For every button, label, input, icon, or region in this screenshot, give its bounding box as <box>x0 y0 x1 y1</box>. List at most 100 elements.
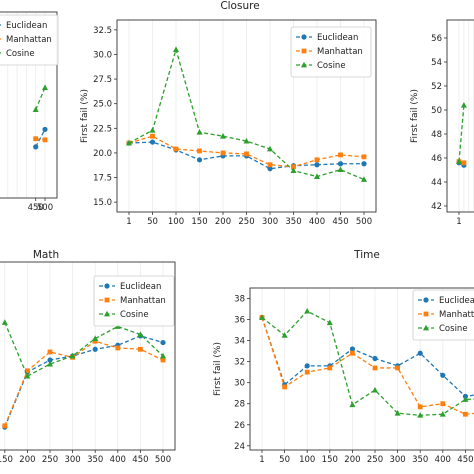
cosine-point <box>417 412 424 418</box>
y-tick-label: 38 <box>234 295 245 305</box>
legend-label: Manhattan <box>439 310 474 320</box>
manhattan-point <box>150 133 155 139</box>
panel-title: Time <box>353 249 380 261</box>
cosine-point <box>267 145 273 152</box>
y-tick-label: 17.5 <box>93 174 112 184</box>
manhattan-point <box>160 357 166 363</box>
x-tick-label: 400 <box>309 217 325 227</box>
cosine-point <box>281 332 288 338</box>
plot-frame <box>446 19 474 213</box>
y-tick-label: 22.5 <box>93 124 112 134</box>
cosine-point <box>337 166 344 173</box>
manhattan-point <box>395 365 400 371</box>
cosine-point <box>372 386 378 393</box>
y-tick-label: 25.0 <box>93 100 112 110</box>
y-tick-label: 30 <box>234 379 245 389</box>
cosine-point <box>439 411 446 417</box>
euclidean-point <box>304 363 310 369</box>
euclidean-line <box>128 141 364 170</box>
cosine-point <box>349 401 356 408</box>
y-tick-label: 56 <box>431 34 442 44</box>
y-tick-label: 26 <box>234 421 245 431</box>
legend-label: Cosine <box>120 310 149 320</box>
legend-box <box>0 14 59 66</box>
legend: Euclidean Manhattan Cosine <box>93 275 175 327</box>
cosine-point <box>1 319 8 325</box>
closure-panel: 1 50 100 150 200 250 300 350 400 450 50015.017.520… <box>80 0 377 227</box>
x-tick-label: 1 <box>126 217 131 227</box>
legend-label: Euclidean <box>317 33 358 43</box>
cosine-point <box>92 335 99 341</box>
x-tick-label: 450 <box>457 455 473 465</box>
cosine-point <box>456 158 462 164</box>
euclidean-point <box>196 157 203 163</box>
cosine-point <box>42 84 48 90</box>
legend-label: Manhattan <box>317 47 363 57</box>
cosine-point <box>126 139 132 146</box>
x-tick-label: 250 <box>367 455 383 465</box>
y-tick-label: 34 <box>234 337 245 347</box>
manhattan-point <box>282 384 287 390</box>
x-tick-label: 150 <box>0 455 13 465</box>
euclidean-point <box>92 346 98 352</box>
x-tick-label: 500 <box>37 203 53 213</box>
manhattan-point <box>244 151 249 157</box>
manhattan-line <box>128 135 365 168</box>
cosine-point <box>69 352 76 359</box>
cosine-line <box>35 87 46 110</box>
manhattan-line <box>4 340 164 427</box>
euclidean-point <box>149 139 156 145</box>
euclidean-point <box>160 339 166 346</box>
manhattan-point <box>350 350 355 356</box>
x-tick-label: 200 <box>215 217 231 227</box>
y-tick-label: 52 <box>431 82 442 92</box>
x-tick-label: 450 <box>28 203 44 213</box>
euclidean-point <box>361 161 367 167</box>
cosine-point <box>137 331 144 337</box>
x-tick-label: 150 <box>322 455 338 465</box>
cosine-point <box>47 360 53 367</box>
y-tick-label: 27.5 <box>93 75 112 85</box>
cosine-point <box>24 372 31 379</box>
cosine-point <box>243 137 250 144</box>
manhattan-point <box>440 401 446 407</box>
euclidean-point <box>33 144 39 150</box>
y-tick-label: 44 <box>431 178 442 188</box>
manhattan-point <box>417 404 423 410</box>
plot-frame <box>0 11 58 199</box>
legend-label: Manhattan <box>6 35 52 45</box>
manhattan-point <box>42 137 48 143</box>
manhattan-point <box>338 152 343 158</box>
cosine-point <box>290 167 297 174</box>
x-tick-label: 50 <box>147 217 158 227</box>
x-tick-label: 300 <box>389 455 405 465</box>
legend-label: Cosine <box>6 49 35 59</box>
cosine-point <box>423 324 429 331</box>
cosine-point <box>160 352 166 359</box>
x-tick-label: 250 <box>238 217 254 227</box>
euclidean-point <box>372 355 378 362</box>
manhattan-point <box>47 349 53 355</box>
x-tick-label: 450 <box>332 217 348 227</box>
cosine-line <box>128 47 365 181</box>
cosine-line <box>458 105 465 162</box>
euclidean-point <box>42 126 48 133</box>
y-tick-label: 50 <box>431 106 442 116</box>
euclidean-line <box>4 335 164 428</box>
x-tick-label: 350 <box>87 455 103 465</box>
euclidean-point <box>337 161 344 167</box>
x-tick-label: 500 <box>356 217 372 227</box>
manhattan-point <box>33 136 39 142</box>
manhattan-point <box>115 345 121 351</box>
panel-title: Closure <box>220 0 259 12</box>
manhattan-point <box>314 157 320 163</box>
cosine-point <box>361 176 367 182</box>
y-tick-label: 36 <box>234 316 245 326</box>
manhattan-point <box>291 164 296 170</box>
y-axis-label: First fail (%) <box>80 89 90 143</box>
cosine-line <box>4 322 164 378</box>
x-tick-label: 400 <box>435 455 451 465</box>
euclidean-point <box>440 372 446 378</box>
y-tick-label: 54 <box>431 58 442 68</box>
